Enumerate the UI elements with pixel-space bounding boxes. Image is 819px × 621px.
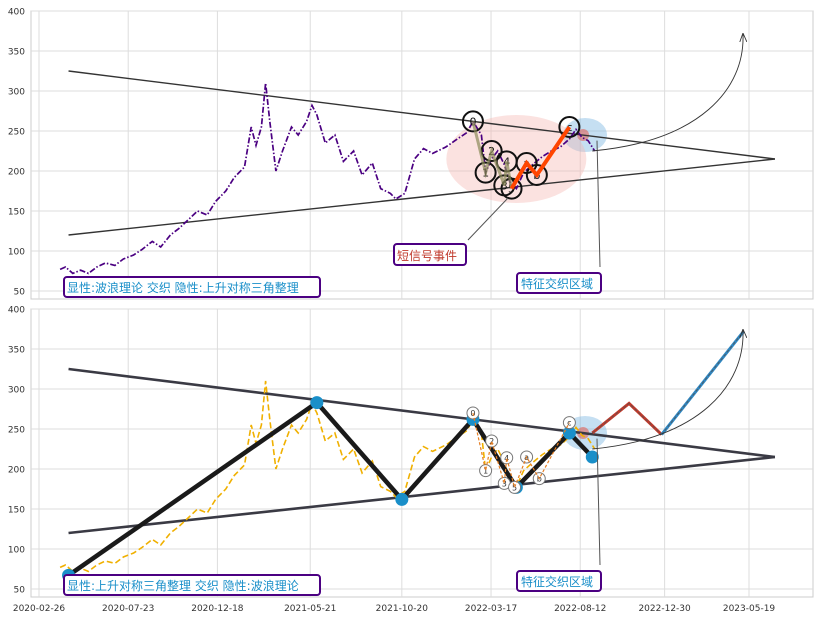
y-tick-label: 150	[8, 208, 25, 218]
x-tick-label: 2020-12-18	[191, 604, 244, 614]
leader-line	[596, 140, 601, 268]
zigzag-node	[395, 492, 409, 506]
wave-marker: 5	[508, 480, 522, 494]
zigzag-node	[562, 426, 576, 440]
forecast-centerline	[592, 402, 662, 435]
annotations: 特征交织区域 显性:上升对称三角整理 交织 隐性:波浪理论	[63, 330, 743, 596]
plot-area	[30, 308, 814, 598]
x-axis: 2020-02-26 2020-07-23 2020-12-18 2021-05-21…	[13, 604, 776, 614]
leader-line	[596, 438, 601, 566]
y-tick-label: 350	[8, 48, 25, 58]
y-tick-label: 300	[8, 88, 25, 98]
y-tick-label: 400	[8, 8, 25, 18]
forecast	[591, 330, 745, 436]
y-tick-label: 400	[8, 306, 25, 316]
y-tick-label: 250	[8, 426, 25, 436]
trendlines	[68, 367, 776, 535]
y-tick-label: 300	[8, 386, 25, 396]
wave-label: 3	[502, 479, 507, 488]
projection-arrow	[592, 330, 743, 450]
y-tick-label: 200	[8, 168, 25, 178]
x-tick-label: 2021-10-20	[376, 604, 429, 614]
x-tick-label: 2020-02-26	[13, 604, 66, 614]
projection-arrow	[592, 34, 743, 152]
wave-marker: 2	[485, 434, 499, 448]
y-tick-label: 150	[8, 506, 25, 516]
y-tick-label: 100	[8, 248, 25, 258]
zigzag-node	[310, 396, 324, 410]
wave-marker: 4	[500, 451, 514, 465]
grid	[31, 308, 813, 597]
trendline	[68, 367, 776, 459]
y-axis: 50 100 150 200 250 300 350 400	[8, 8, 25, 298]
region-box	[516, 570, 602, 592]
event-box	[393, 243, 467, 266]
pattern-label: 显性:波浪理论 交织 隐性:上升对称三角整理	[67, 280, 299, 295]
trendline	[68, 455, 776, 535]
y-tick-label: 200	[8, 466, 25, 476]
y-tick-label: 100	[8, 546, 25, 556]
x-tick-label: 2022-08-12	[554, 604, 606, 614]
x-tick-label: 2023-05-19	[723, 604, 776, 614]
y-axis: 50 100 150 200 250 300 350 400	[8, 306, 25, 596]
wave-label: 5	[512, 483, 517, 492]
label-box	[63, 574, 321, 596]
x-tick-label: 2022-03-17	[465, 604, 517, 614]
y-tick-label: 350	[8, 346, 25, 356]
pattern-label: 显性:上升对称三角整理 交织 隐性:波浪理论	[67, 578, 299, 593]
leader-line	[467, 197, 509, 241]
y-tick-label: 50	[14, 288, 26, 298]
wave-marker: 1	[479, 464, 493, 478]
forecast-centerline	[661, 331, 744, 435]
wave-label: 4	[504, 454, 509, 463]
event-label: 短信号事件	[397, 249, 457, 263]
wave-path	[471, 121, 514, 189]
label-box	[63, 276, 321, 298]
y-tick-label: 50	[14, 586, 26, 596]
wave-path-abc	[509, 125, 572, 190]
x-tick-label: 2021-05-21	[284, 604, 336, 614]
zigzag-node	[585, 450, 599, 464]
region-label: 特征交织区域	[521, 574, 593, 589]
wave-label: 2	[489, 437, 494, 446]
wave-label: 3	[501, 179, 508, 192]
wave-marker: 5	[500, 177, 523, 200]
x-tick-label: 2022-12-30	[638, 604, 691, 614]
y-tick-label: 250	[8, 128, 25, 138]
region-label: 特征交织区域	[521, 276, 593, 291]
wave-label: 1	[483, 467, 488, 476]
x-tick-label: 2020-07-23	[102, 604, 154, 614]
region-box	[516, 272, 602, 294]
trendline	[68, 70, 776, 160]
wave-label: 5	[508, 183, 515, 196]
